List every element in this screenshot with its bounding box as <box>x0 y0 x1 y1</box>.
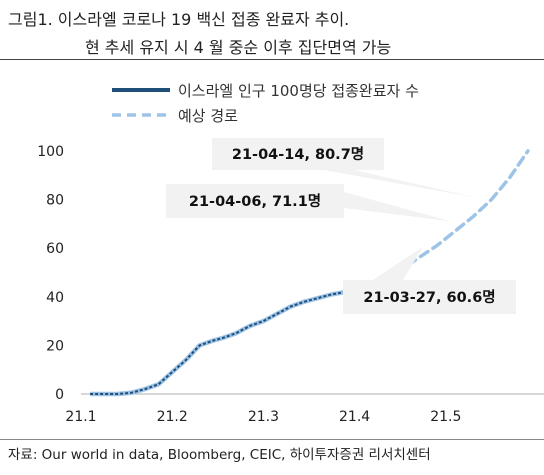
bottom-divider <box>0 439 544 440</box>
actual-series-line <box>90 278 383 395</box>
callout-box <box>166 184 344 218</box>
callout-pointer <box>324 170 478 198</box>
y-tick-label: 40 <box>46 290 64 306</box>
legend-label-forecast: 예상 경로 <box>178 107 238 125</box>
callout-pointer <box>344 192 451 222</box>
source-note: 자료: Our world in data, Bloomberg, CEIC, … <box>8 447 431 463</box>
actual-series-halo <box>90 277 384 397</box>
line-chart: 0 20 40 60 80 100 21.1 21.2 21.3 21.4 21.5 이스라엘 인구 … <box>37 82 544 425</box>
title-line-2: 현 추세 유지 시 4 월 중순 이후 집단면역 가능 <box>85 38 392 57</box>
y-tick-label: 0 <box>55 387 64 403</box>
x-tick-label: 21.2 <box>157 409 188 425</box>
callout-box <box>212 138 384 170</box>
callout-label: 21-04-06, 71.1명 <box>189 192 321 210</box>
callout-box <box>343 280 516 314</box>
x-tick-label: 21.5 <box>430 409 461 425</box>
y-tick-label: 100 <box>37 144 64 160</box>
title-line-1: 그림1. 이스라엘 코로나 19 백신 접종 완료자 추이. <box>8 10 350 29</box>
y-tick-label: 60 <box>46 241 64 257</box>
y-tick-label: 80 <box>46 193 64 209</box>
x-tick-label: 21.4 <box>339 409 370 425</box>
callout-label: 21-03-27, 60.6명 <box>363 288 495 306</box>
top-divider <box>0 59 544 60</box>
legend-label-actual: 이스라엘 인구 100명당 접종완료자 수 <box>178 82 419 100</box>
y-tick-label: 20 <box>46 338 64 354</box>
x-tick-label: 21.3 <box>248 409 279 425</box>
callout-pointer <box>373 246 423 280</box>
x-tick-label: 21.1 <box>65 409 96 425</box>
forecast-series-line <box>380 149 530 282</box>
callout-label: 21-04-14, 80.7명 <box>232 145 364 163</box>
